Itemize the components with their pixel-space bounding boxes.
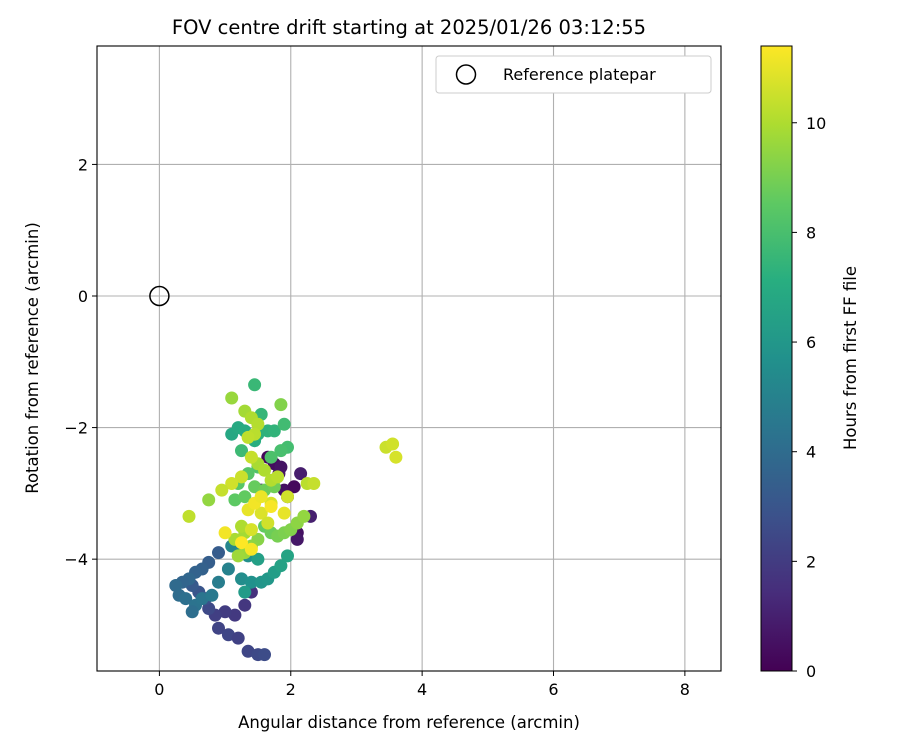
colorbar: 0 2 4 6 8 10 Hours from first FF file xyxy=(760,45,860,681)
data-point-5 xyxy=(287,480,301,494)
x-tick-label-4: 8 xyxy=(680,680,690,699)
data-point-72 xyxy=(238,490,252,504)
reference-platepar-point xyxy=(149,285,170,307)
x-axis-label: Angular distance from reference (arcmin) xyxy=(238,713,580,732)
y-tick-label-1: −2 xyxy=(64,419,88,438)
data-point-27 xyxy=(212,546,225,560)
data-points xyxy=(169,378,403,662)
x-tick-label-0: 0 xyxy=(154,680,164,699)
y-tick-label-0: −4 xyxy=(64,550,88,569)
data-point-118 xyxy=(277,506,291,520)
data-point-35 xyxy=(179,592,193,606)
data-point-109 xyxy=(281,490,294,504)
data-point-102 xyxy=(235,470,248,484)
colorbar-tick-label-5: 10 xyxy=(806,114,826,133)
y-tick-label-3: 2 xyxy=(78,155,88,174)
data-point-104 xyxy=(215,483,229,497)
data-point-67 xyxy=(264,450,278,464)
y-tick-label-2: 0 xyxy=(78,287,88,306)
data-point-61 xyxy=(254,407,268,421)
data-point-121 xyxy=(244,542,258,556)
colorbar-label: Hours from first FF file xyxy=(841,266,860,450)
data-point-91 xyxy=(225,391,239,405)
data-point-45 xyxy=(235,572,248,586)
data-point-90 xyxy=(274,398,288,412)
data-point-41 xyxy=(221,562,235,576)
data-point-37 xyxy=(185,605,199,619)
reference-marker xyxy=(149,285,170,307)
data-point-100 xyxy=(271,470,285,484)
colorbar-tick-label-1: 2 xyxy=(806,552,816,571)
data-point-23 xyxy=(202,602,216,615)
data-point-66 xyxy=(274,444,288,458)
data-point-38 xyxy=(195,592,209,606)
data-point-73 xyxy=(248,480,262,494)
legend-entry-reference: Reference platepar xyxy=(503,65,656,84)
x-tick-label-1: 2 xyxy=(286,680,296,699)
data-point-62 xyxy=(248,378,262,392)
legend-box xyxy=(435,55,712,94)
data-point-40 xyxy=(212,575,225,589)
colorbar-ticks: 0 2 4 6 8 10 xyxy=(792,114,826,681)
data-point-123 xyxy=(386,437,400,451)
data-point-10 xyxy=(274,460,288,474)
data-point-116 xyxy=(254,490,268,504)
data-point-33 xyxy=(169,579,183,592)
data-point-8 xyxy=(290,532,304,546)
y-axis-ticks: −4 −2 0 2 xyxy=(64,155,97,569)
colorbar-tick-label-3: 6 xyxy=(806,333,816,352)
y-axis-label: Rotation from reference (arcmin) xyxy=(23,222,42,494)
data-point-13 xyxy=(238,598,252,612)
data-point-108 xyxy=(307,477,321,490)
x-tick-label-3: 6 xyxy=(548,680,558,699)
data-point-117 xyxy=(264,500,278,513)
data-point-46 xyxy=(244,575,258,589)
data-point-20 xyxy=(241,644,255,658)
data-point-106 xyxy=(182,509,196,523)
data-point-63 xyxy=(235,444,248,458)
data-point-120 xyxy=(235,536,248,550)
data-point-94 xyxy=(251,417,265,431)
data-point-89 xyxy=(235,519,248,533)
plot-frame xyxy=(96,45,722,672)
data-point-22 xyxy=(258,648,271,662)
data-point-82 xyxy=(297,509,311,523)
data-point-51 xyxy=(274,559,288,573)
data-point-105 xyxy=(202,493,216,507)
colorbar-tick-label-2: 4 xyxy=(806,443,816,462)
data-point-103 xyxy=(225,477,239,490)
data-point-19 xyxy=(231,631,245,645)
data-point-14 xyxy=(228,608,242,622)
data-point-6 xyxy=(294,467,308,481)
legend-reference-marker xyxy=(455,64,477,85)
x-axis-ticks: 0 2 4 6 8 xyxy=(154,671,690,699)
data-point-71 xyxy=(228,493,242,507)
data-point-86 xyxy=(231,549,245,563)
data-point-96 xyxy=(241,430,255,444)
data-point-17 xyxy=(212,621,225,635)
data-point-49 xyxy=(238,585,252,599)
data-point-119 xyxy=(218,526,232,540)
data-point-124 xyxy=(389,450,403,464)
data-point-53 xyxy=(251,552,265,566)
colorbar-tick-label-4: 8 xyxy=(806,223,816,242)
legend: Reference platepar xyxy=(435,55,712,94)
data-point-113 xyxy=(244,523,258,537)
data-point-39 xyxy=(205,588,219,602)
data-point-15 xyxy=(218,605,232,619)
data-point-64 xyxy=(277,417,291,431)
colorbar-tick-label-0: 0 xyxy=(806,662,816,681)
colorbar-gradient xyxy=(760,45,793,672)
data-point-60 xyxy=(267,424,281,438)
data-point-111 xyxy=(254,506,268,520)
data-point-98 xyxy=(258,463,271,477)
data-point-101 xyxy=(244,450,258,464)
x-tick-label-2: 4 xyxy=(417,680,427,699)
chart-title: FOV centre drift starting at 2025/01/26 … xyxy=(172,16,646,39)
data-point-18 xyxy=(221,628,235,642)
data-point-112 xyxy=(261,516,275,530)
data-point-52 xyxy=(281,549,294,563)
grid-lines xyxy=(97,46,721,671)
